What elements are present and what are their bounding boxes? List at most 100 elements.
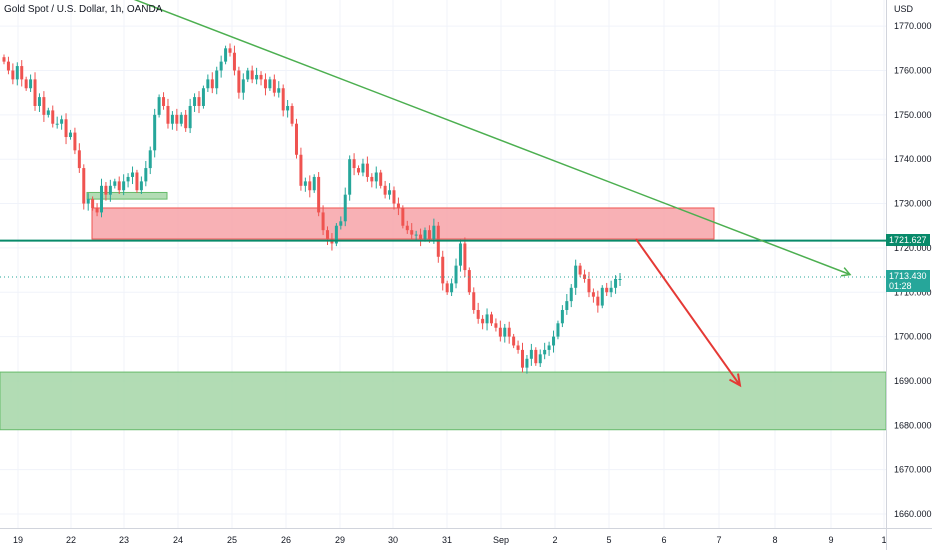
- support-zone: [0, 371, 887, 431]
- candle: [605, 287, 609, 293]
- candle: [299, 154, 303, 186]
- candle: [405, 225, 409, 231]
- candle: [419, 234, 423, 240]
- candle: [60, 119, 64, 124]
- x-tick-label: 5: [606, 535, 611, 545]
- candle: [99, 185, 103, 213]
- candle: [339, 221, 343, 226]
- x-tick-label: 24: [173, 535, 183, 545]
- candle: [131, 172, 135, 177]
- candle: [277, 88, 281, 93]
- candle: [82, 168, 86, 204]
- candle: [560, 309, 564, 324]
- candle: [481, 318, 485, 324]
- x-tick-label: 31: [442, 535, 452, 545]
- candle: [250, 70, 254, 80]
- candle: [312, 176, 316, 191]
- candle: [489, 314, 493, 324]
- candle: [396, 203, 400, 208]
- candle: [201, 88, 205, 106]
- candle: [215, 70, 219, 89]
- candle: [521, 349, 525, 368]
- candle: [587, 278, 591, 293]
- candle: [286, 105, 290, 111]
- candle: [37, 97, 41, 106]
- candle: [365, 163, 369, 177]
- y-tick-label: 1670.000: [894, 465, 932, 475]
- candle: [614, 278, 618, 288]
- candle: [458, 243, 462, 266]
- candle: [525, 358, 529, 368]
- candle: [303, 181, 307, 186]
- candle: [42, 97, 46, 115]
- candles-layer: [2, 43, 622, 374]
- y-tick-label: 1700.000: [894, 332, 932, 342]
- trendline: [133, 0, 851, 276]
- candle: [410, 230, 414, 235]
- x-tick-label: 7: [716, 535, 721, 545]
- x-tick-label: 29: [335, 535, 345, 545]
- candle: [308, 181, 312, 191]
- candle: [450, 283, 454, 293]
- candle: [108, 185, 112, 195]
- candle: [388, 190, 392, 195]
- current-price-tag: 1713.430 01:28: [886, 270, 930, 293]
- trendline-arrowhead: [840, 267, 852, 277]
- candle: [476, 309, 480, 319]
- chart-grid: [0, 0, 886, 528]
- x-tick-label: 23: [119, 535, 129, 545]
- y-tick-label: 1730.000: [894, 199, 932, 209]
- candle: [294, 123, 298, 155]
- candle: [494, 323, 498, 328]
- y-tick-label: 1760.000: [894, 66, 932, 76]
- candle: [574, 265, 578, 288]
- candle: [618, 278, 622, 280]
- red-arrow: [635, 238, 741, 386]
- candle: [516, 345, 520, 350]
- x-tick-label: 2: [552, 535, 557, 545]
- candle: [24, 79, 28, 89]
- candle: [538, 354, 542, 364]
- candle: [237, 70, 241, 93]
- candle: [485, 314, 489, 324]
- candle: [268, 79, 272, 89]
- candle: [73, 132, 77, 151]
- x-tick-label: Sep: [493, 535, 509, 545]
- candle: [352, 159, 356, 169]
- candle: [569, 287, 573, 302]
- candle: [228, 48, 232, 53]
- x-tick-label: 25: [227, 535, 237, 545]
- candle: [153, 114, 157, 151]
- candle: [197, 97, 201, 106]
- candle: [29, 79, 33, 89]
- candle: [86, 199, 90, 204]
- candle: [507, 327, 511, 337]
- candle: [463, 243, 467, 271]
- chart-title: Gold Spot / U.S. Dollar, 1h, OANDA: [4, 4, 163, 15]
- candle: [33, 79, 37, 106]
- candle: [445, 283, 449, 293]
- x-tick-label: 22: [66, 535, 76, 545]
- candle: [64, 119, 68, 138]
- candle: [179, 114, 183, 124]
- candle: [467, 270, 471, 293]
- candle: [281, 88, 285, 111]
- candle: [166, 105, 170, 124]
- candle: [20, 66, 24, 80]
- x-tick-label: 9: [828, 535, 833, 545]
- candle: [184, 114, 188, 129]
- candle: [193, 97, 197, 106]
- y-tick-label: 1710.000: [894, 287, 932, 297]
- candle: [556, 323, 560, 337]
- candle: [95, 207, 99, 213]
- candle: [51, 110, 55, 124]
- candle: [117, 181, 121, 191]
- candle: [139, 181, 143, 191]
- candle: [498, 327, 502, 337]
- candle: [503, 327, 507, 337]
- y-tick-label: 1750.000: [894, 110, 932, 120]
- candle: [246, 70, 250, 80]
- y-tick-label: 1690.000: [894, 376, 932, 386]
